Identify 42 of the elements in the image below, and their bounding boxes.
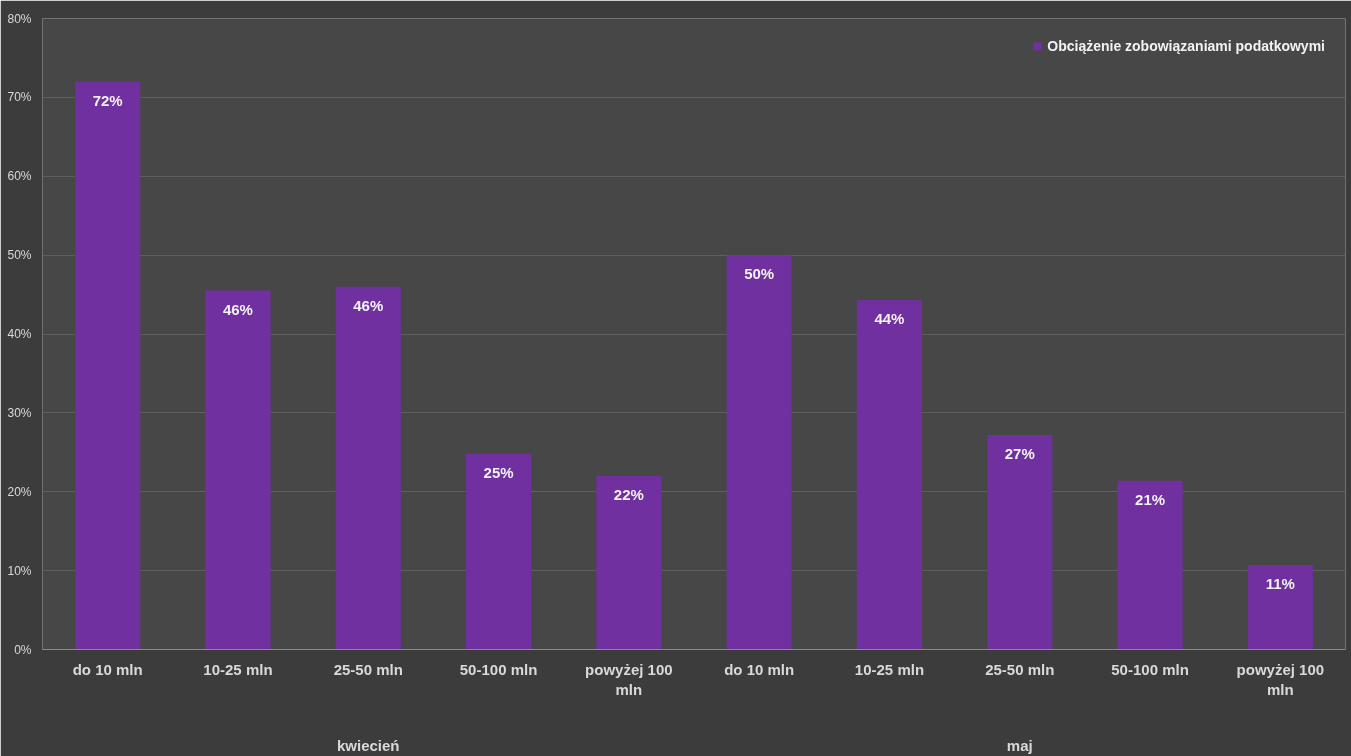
data-label: 25% [483,463,514,481]
y-tick-label: 80% [7,11,32,26]
bar [205,290,271,650]
x-tick-label: 50-100 mln [459,660,538,678]
data-label: 46% [222,300,253,318]
y-tick-label: 70% [7,90,32,105]
data-label: 27% [1004,444,1035,462]
y-tick-label: 0% [14,642,32,657]
y-tick-label: 40% [7,327,32,341]
data-label: 22% [613,485,644,503]
bar [726,255,792,650]
bar [335,286,401,650]
x-tick-label: 25-50 mln [333,660,403,678]
x-tick-label: 10-25 mln [854,660,925,678]
x-tick-label: do 10 mln [72,660,143,678]
x-tick-label: 25-50 mln [985,660,1055,678]
data-label: 72% [92,91,123,109]
bar [465,453,532,650]
x-tick-label: do 10 mln [724,660,795,678]
bar [856,300,923,650]
bar [987,434,1053,650]
bar [1117,480,1183,650]
data-label: 11% [1265,575,1295,593]
bar [75,81,141,650]
data-label: 21% [1135,490,1166,508]
data-label: 50% [744,265,775,283]
text: maj [1006,736,1033,754]
y-tick-label: 50% [7,248,32,263]
y-tick-label: 10% [7,563,32,578]
y-tick-label: 60% [7,169,32,184]
y-tick-label: 30% [7,405,32,420]
y-tick-label: 20% [7,484,32,499]
x-tick-label: powyżej 100 mln [1236,660,1325,698]
data-label: 46% [353,296,384,314]
x-tick-label: 10-25 mln [203,660,273,678]
bar [596,475,662,650]
text: kwiecień [336,736,400,754]
x-tick-label: powyżej 100 mln [585,660,673,698]
data-label: 44% [874,310,905,328]
bar [1247,565,1313,650]
legend-label: Obciążenie zobowiązaniami podatkowymi [1047,38,1325,54]
x-tick-label: 50-100 mln [1111,660,1189,678]
